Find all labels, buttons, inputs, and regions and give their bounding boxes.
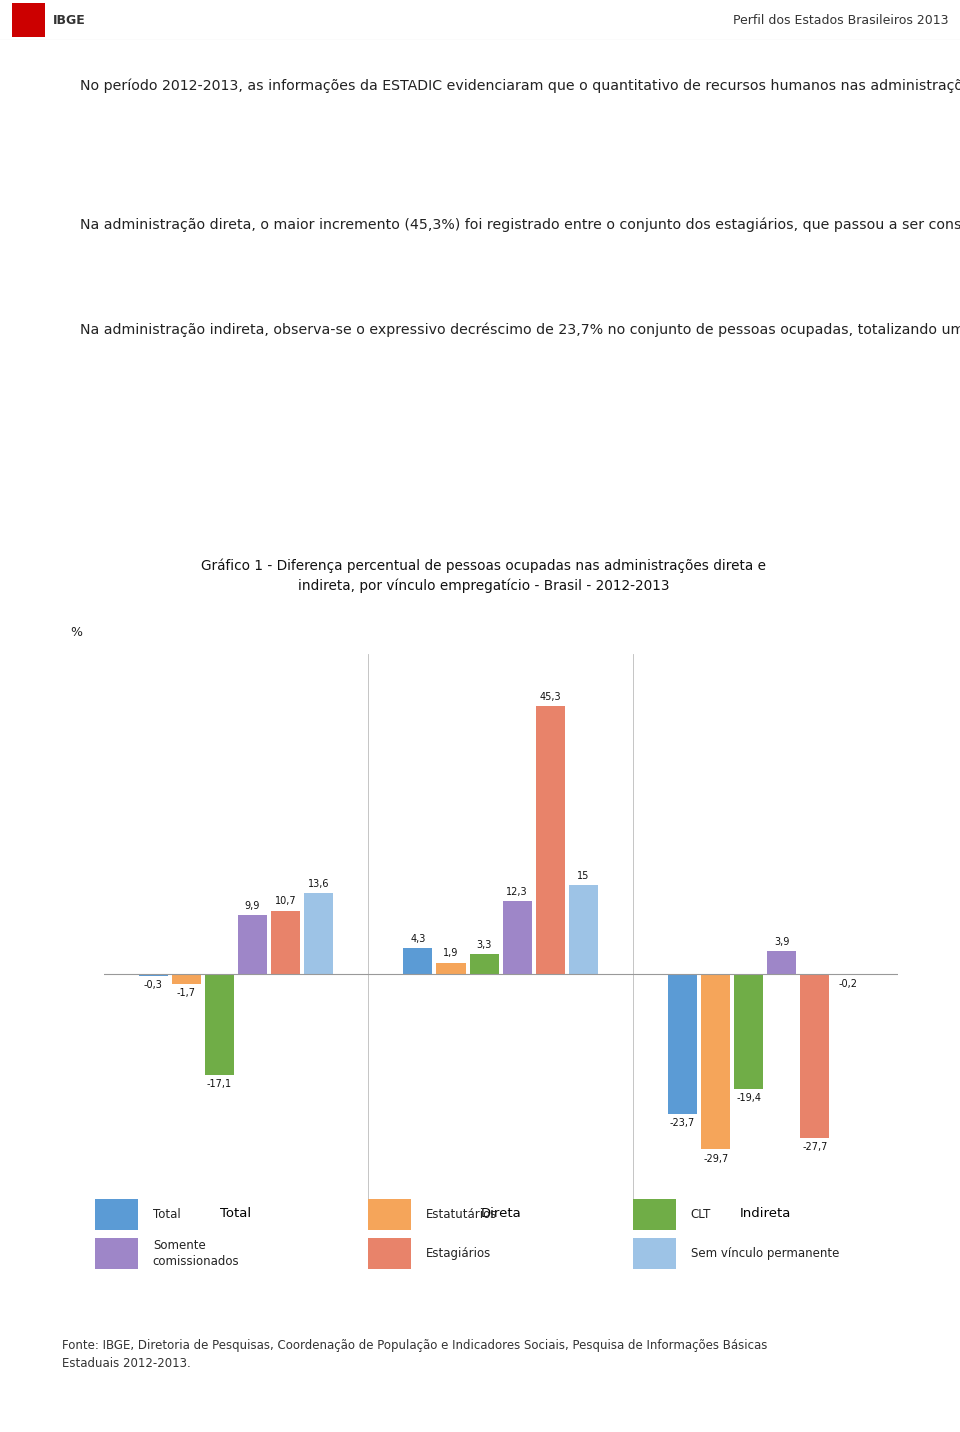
Text: 45,3: 45,3 <box>540 692 561 702</box>
Text: 3,9: 3,9 <box>774 937 789 947</box>
Bar <box>734 974 763 1088</box>
FancyBboxPatch shape <box>368 1199 411 1230</box>
Text: Na administração indireta, observa-se o expressivo decréscimo de 23,7% no conjun: Na administração indireta, observa-se o … <box>62 322 960 337</box>
Text: Perfil dos Estados Brasileiros 2013: Perfil dos Estados Brasileiros 2013 <box>733 13 948 27</box>
Bar <box>469 954 498 974</box>
Text: -0,3: -0,3 <box>144 979 163 990</box>
Bar <box>172 974 201 984</box>
Bar <box>437 962 466 974</box>
Bar <box>12 3 45 37</box>
Text: -1,7: -1,7 <box>177 988 196 998</box>
Bar <box>204 974 234 1075</box>
Text: Somente
comissionados: Somente comissionados <box>153 1239 239 1269</box>
Text: -23,7: -23,7 <box>670 1118 695 1128</box>
Bar <box>238 915 267 974</box>
Text: 13,6: 13,6 <box>308 879 329 889</box>
Text: 12,3: 12,3 <box>506 886 528 896</box>
Text: 10,7: 10,7 <box>275 896 297 906</box>
FancyBboxPatch shape <box>633 1237 676 1270</box>
Bar <box>668 974 697 1114</box>
Text: IBGE: IBGE <box>53 13 85 27</box>
Bar <box>767 951 797 974</box>
Text: 4,3: 4,3 <box>410 934 425 944</box>
Text: %: % <box>70 626 82 639</box>
Bar <box>139 974 168 975</box>
FancyBboxPatch shape <box>633 1199 676 1230</box>
Text: 1,9: 1,9 <box>444 948 459 958</box>
Text: -0,2: -0,2 <box>838 979 857 990</box>
Text: 15: 15 <box>577 871 589 881</box>
Bar <box>503 901 532 974</box>
Bar <box>403 948 433 974</box>
Text: -19,4: -19,4 <box>736 1093 761 1103</box>
Text: Estatutários: Estatutários <box>426 1209 497 1221</box>
Bar <box>271 911 300 974</box>
Text: Gráfico 1 - Diferença percentual de pessoas ocupadas nas administrações direta e: Gráfico 1 - Diferença percentual de pess… <box>202 558 766 593</box>
Text: CLT: CLT <box>690 1209 711 1221</box>
Text: -17,1: -17,1 <box>207 1080 232 1090</box>
Text: -27,7: -27,7 <box>803 1141 828 1151</box>
Bar <box>568 885 598 974</box>
Text: Fonte: IBGE, Diretoria de Pesquisas, Coordenação de População e Indicadores Soci: Fonte: IBGE, Diretoria de Pesquisas, Coo… <box>62 1339 768 1370</box>
Bar <box>701 974 731 1150</box>
Text: Estagiários: Estagiários <box>426 1247 492 1260</box>
Text: Total: Total <box>153 1209 180 1221</box>
Text: 9,9: 9,9 <box>245 901 260 911</box>
Text: Na administração direta, o maior incremento (45,3%) foi registrado entre o conju: Na administração direta, o maior increme… <box>62 218 960 232</box>
Text: Sem vínculo permanente: Sem vínculo permanente <box>690 1247 839 1260</box>
Bar <box>304 894 333 974</box>
FancyBboxPatch shape <box>95 1199 138 1230</box>
Text: -29,7: -29,7 <box>703 1154 729 1164</box>
Bar <box>801 974 829 1137</box>
FancyBboxPatch shape <box>368 1237 411 1270</box>
Bar <box>536 706 564 974</box>
Text: No período 2012-2013, as informações da ESTADIC evidenciaram que o quantitativo : No período 2012-2013, as informações da … <box>62 79 960 93</box>
Text: 3,3: 3,3 <box>476 941 492 951</box>
FancyBboxPatch shape <box>95 1237 138 1270</box>
